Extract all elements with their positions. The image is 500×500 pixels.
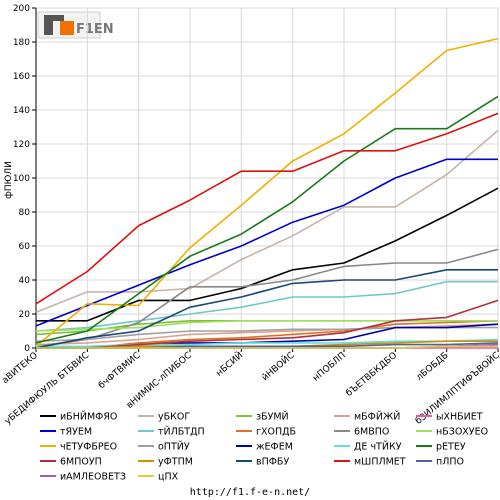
y-tick-label: 40: [19, 276, 31, 286]
logo-mark-bar: [44, 15, 53, 35]
x-tick-label: йНВОЙС: [259, 349, 297, 383]
legend-label: пЛПО: [436, 457, 464, 468]
legend-label: мШПЛМЕТ: [354, 457, 406, 468]
legend-label: иАМЛЕОВЕТЗ: [60, 472, 126, 483]
y-tick-label: 60: [19, 242, 31, 252]
x-tick-label: нПОБЛП: [311, 351, 348, 384]
y-tick-label: 120: [13, 140, 30, 150]
y-tick-label: 0: [24, 344, 30, 354]
y-tick-label: 200: [13, 4, 30, 14]
legend-label: тЯУЕМ: [60, 427, 92, 438]
legend-label: чЕТУФБРЕО: [60, 442, 117, 453]
legend-label: 6МПОУП: [60, 457, 102, 468]
x-tick-label: бЪЕТВБКДБО: [344, 351, 399, 399]
legend-label: уФТПМ: [158, 457, 193, 468]
x-tick-label: аВИТЕКО: [0, 351, 39, 386]
y-tick-label: 160: [13, 72, 30, 82]
f1en-logo: F1EN: [37, 11, 114, 39]
legend: иБНЙМФЯО уБКОГ зБУМЙ мБФЙЖЙ ыХНБИЕТ тЯУЕМ тЙЛБ…: [40, 411, 488, 483]
y-axis-ticks: 0 20 40 60 80 100 120 140 160 180 200: [13, 4, 36, 354]
legend-label: ДЕ чТЙКУ: [354, 441, 402, 453]
series-line-9: [35, 319, 498, 332]
series-line-21: [36, 345, 498, 349]
series-lines: [35, 37, 499, 349]
series-line-15: [36, 299, 499, 349]
series-line-10: [35, 37, 499, 347]
legend-label: зБУМЙ: [256, 411, 289, 423]
y-tick-label: 180: [13, 38, 30, 48]
legend-label: тЙЛБТДП: [158, 426, 205, 438]
legend-label: вПФБУ: [256, 457, 289, 468]
series-line-18: [35, 112, 499, 305]
chart-grid: [35, 7, 499, 349]
series-line-14: [35, 95, 499, 344]
series-line-8: [35, 248, 499, 348]
legend-label: уБКОГ: [158, 412, 190, 423]
logo-mark-accent: [60, 21, 74, 35]
series-line-13: [36, 338, 499, 348]
legend-label: мБФЙЖЙ: [354, 411, 400, 423]
series-line-0: [36, 187, 499, 322]
y-axis-title: фПЮЛИ: [4, 161, 14, 199]
legend-label: жЕФЕМ: [256, 442, 293, 453]
logo-text: F1EN: [76, 22, 114, 37]
legend-label: цПХ: [158, 472, 179, 483]
x-tick-label: нБСИЙ: [213, 349, 245, 379]
y-tick-label: 140: [13, 106, 30, 116]
y-tick-label: 80: [19, 208, 31, 218]
y-tick-label: 100: [13, 174, 30, 184]
x-tick-label: бчФТВМИС: [97, 351, 143, 391]
legend-label: нБЗОХУЕО: [436, 427, 488, 438]
legend-label: иБНЙМФЯО: [60, 411, 117, 423]
legend-label: рЕТЕУ: [436, 442, 466, 453]
series-line-17: [35, 268, 498, 349]
legend-label: 6МВПО: [354, 427, 389, 438]
x-tick-label: лБОБДБ: [415, 351, 451, 383]
logo-mark-top: [44, 15, 64, 21]
series-line-3: [35, 323, 499, 346]
legend-label: гХОПДБ: [256, 427, 296, 438]
series-line-6: [35, 280, 498, 332]
series-line-1: [35, 129, 499, 314]
series-line-5: [35, 158, 498, 327]
legend-label: ыХНБИЕТ: [436, 412, 483, 423]
footer-url[interactable]: http://f1.f-e-n.net/: [190, 487, 310, 498]
y-tick-label: 20: [19, 310, 31, 320]
legend-label: оПТЙУ: [158, 441, 190, 453]
